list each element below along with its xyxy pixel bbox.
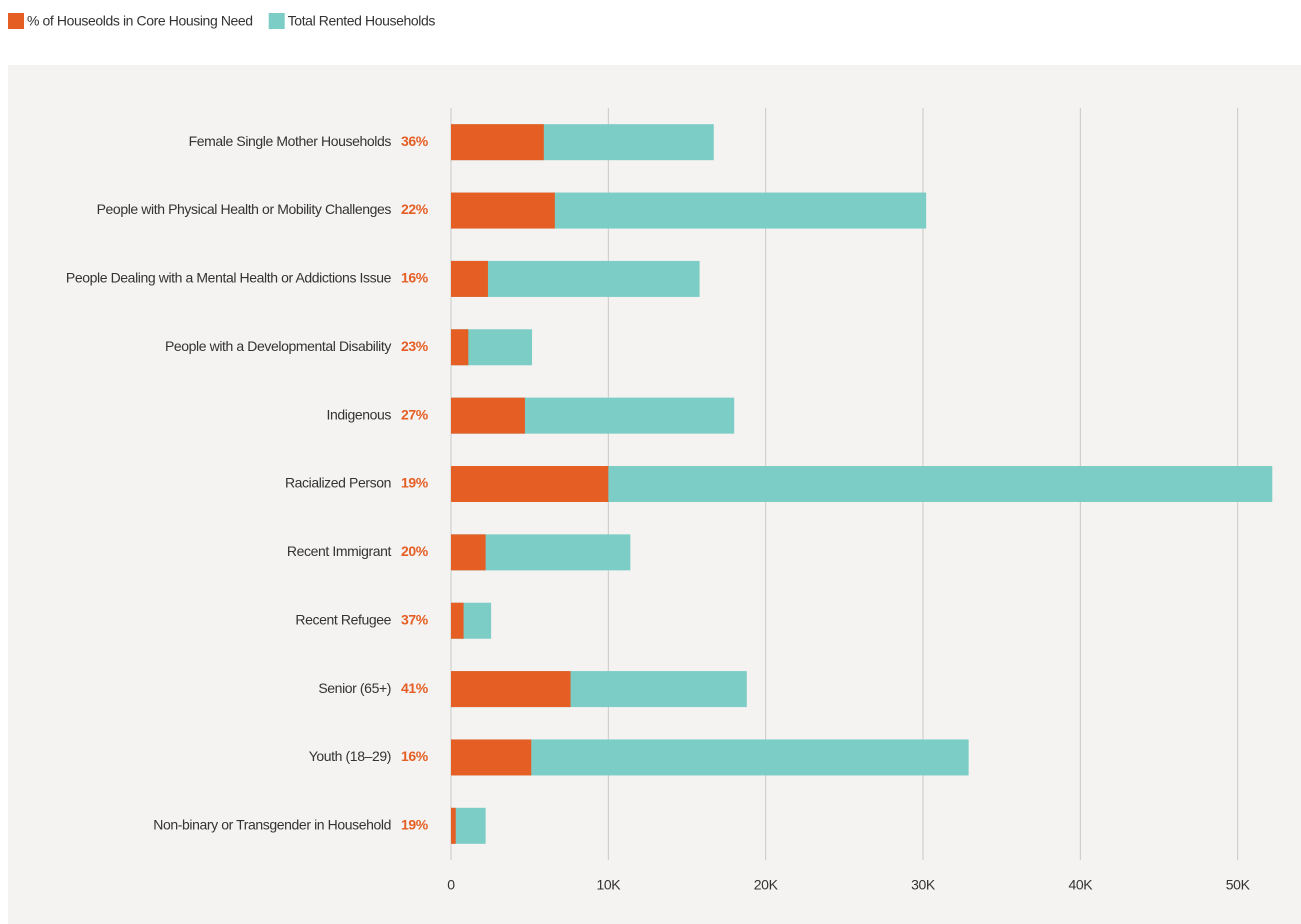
bar [451,807,456,844]
bar [451,739,969,776]
category-label: Recent Refugee [295,611,391,627]
need-label: 27% [401,406,429,422]
category-label: People Dealing with a Mental Health or A… [66,270,392,286]
need-label: 23% [401,338,429,354]
bar [451,466,609,502]
need-label: 16% [401,270,429,286]
legend-swatch [268,13,285,29]
category-label: Non-binary or Transgender in Household [153,817,391,833]
need-label: 19% [401,817,429,833]
bar [451,807,486,844]
category-label: Female Single Mother Households [189,133,392,149]
bar [451,397,525,434]
bar [451,602,464,639]
category-label: People with a Developmental Disability [165,338,391,354]
need-label: 16% [401,748,429,764]
bar [451,192,555,229]
legend-label: % of Houseolds in Core Housing Need [27,13,253,29]
need-label: 41% [401,680,429,696]
bar [451,534,486,571]
x-tick-label: 50K [1226,877,1251,893]
need-label: 37% [401,611,429,627]
legend: % of Houseolds in Core Housing Need Total… [8,13,436,29]
x-tick-label: 30K [911,877,936,893]
bar [451,260,700,297]
need-label: 19% [401,475,429,491]
need-label: 20% [401,543,429,559]
bar [451,329,469,366]
category-label: Indigenous [326,406,391,422]
category-label: People with Physical Health or Mobility … [97,201,392,217]
legend-swatch [8,13,24,29]
category-label: Senior (65+) [318,680,391,696]
bar [451,124,544,161]
bar [451,739,532,776]
x-tick-label: 40K [1068,877,1093,893]
bar [451,260,488,297]
category-label: Youth (18–29) [309,748,391,764]
need-label: 22% [401,201,429,217]
bar [451,671,571,708]
x-tick-label: 10K [596,877,621,893]
x-tick-label: 20K [754,877,779,893]
x-tick-label: 0 [447,877,455,893]
need-label: 36% [401,133,429,149]
legend-label: Total Rented Households [288,13,436,29]
category-label: Racialized Person [285,475,391,491]
category-label: Recent Immigrant [287,543,392,559]
